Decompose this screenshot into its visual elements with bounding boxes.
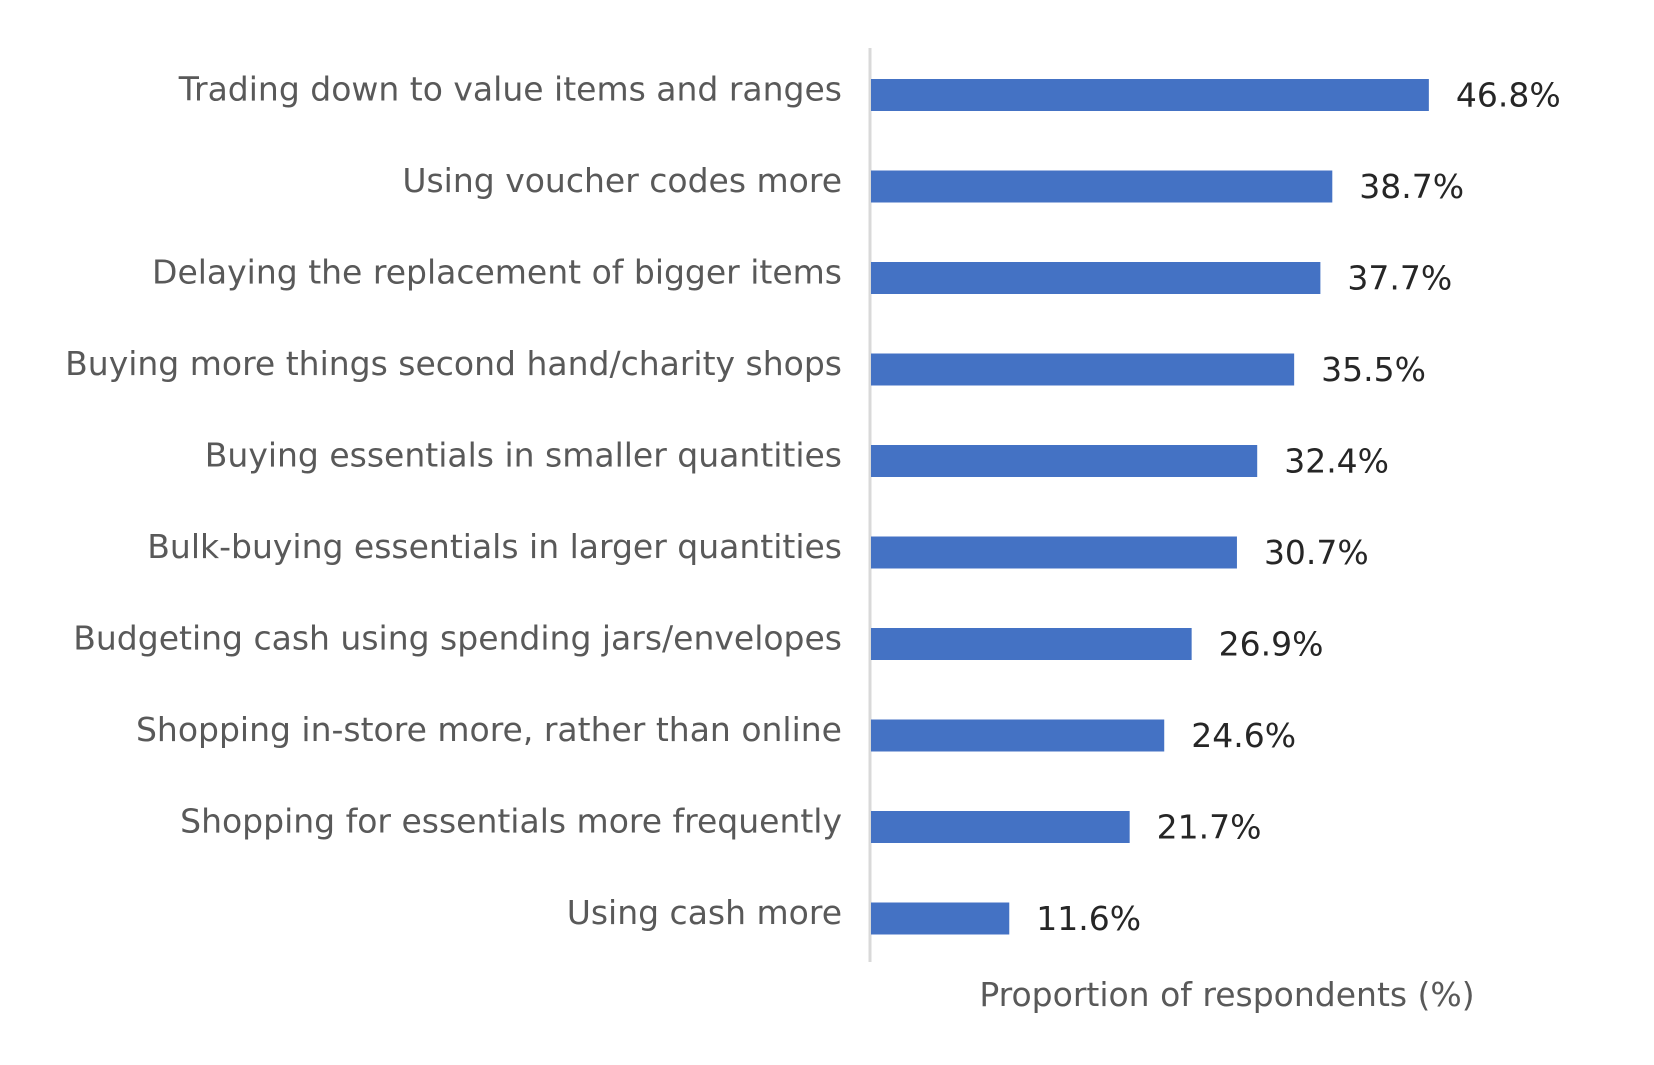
bar (871, 353, 1295, 386)
bar (871, 170, 1333, 203)
bar (871, 811, 1130, 843)
category-label: Shopping for essentials more frequently (180, 802, 842, 841)
category-label: Delaying the replacement of bigger items (152, 253, 842, 292)
category-label: Bulk-buying essentials in larger quantit… (147, 527, 842, 566)
bar (871, 719, 1165, 752)
bar (871, 445, 1258, 477)
category-label: Budgeting cash using spending jars/envel… (73, 619, 842, 658)
category-label: Using voucher codes more (402, 161, 842, 200)
category-label: Shopping in-store more, rather than onli… (136, 710, 842, 749)
value-label: 21.7% (1157, 808, 1262, 847)
value-label: 11.6% (1036, 899, 1141, 938)
category-label: Buying essentials in smaller quantities (205, 436, 842, 475)
value-label: 30.7% (1264, 533, 1369, 572)
value-label: 37.7% (1347, 259, 1452, 298)
value-label: 32.4% (1284, 442, 1389, 481)
x-axis-title: Proportion of respondents (%) (979, 975, 1474, 1014)
category-label: Using cash more (567, 893, 842, 932)
value-labels: 46.8% 38.7% 37.7% 35.5% 32.4% 30.7% 26.9% 24.6%… (1036, 76, 1560, 939)
bar (871, 536, 1237, 569)
category-label: Buying more things second hand/charity s… (65, 344, 842, 383)
bars-group (871, 79, 1429, 935)
bar (871, 902, 1010, 935)
value-label: 46.8% (1456, 76, 1561, 115)
bar (871, 262, 1321, 294)
category-labels: Trading down to value items and ranges Us… (65, 70, 842, 933)
value-label: 24.6% (1191, 716, 1296, 755)
bar (871, 79, 1429, 111)
value-label: 26.9% (1219, 625, 1324, 664)
bar (871, 628, 1192, 660)
value-label: 38.7% (1359, 167, 1464, 206)
category-label: Trading down to value items and ranges (178, 70, 842, 109)
value-label: 35.5% (1321, 350, 1426, 389)
